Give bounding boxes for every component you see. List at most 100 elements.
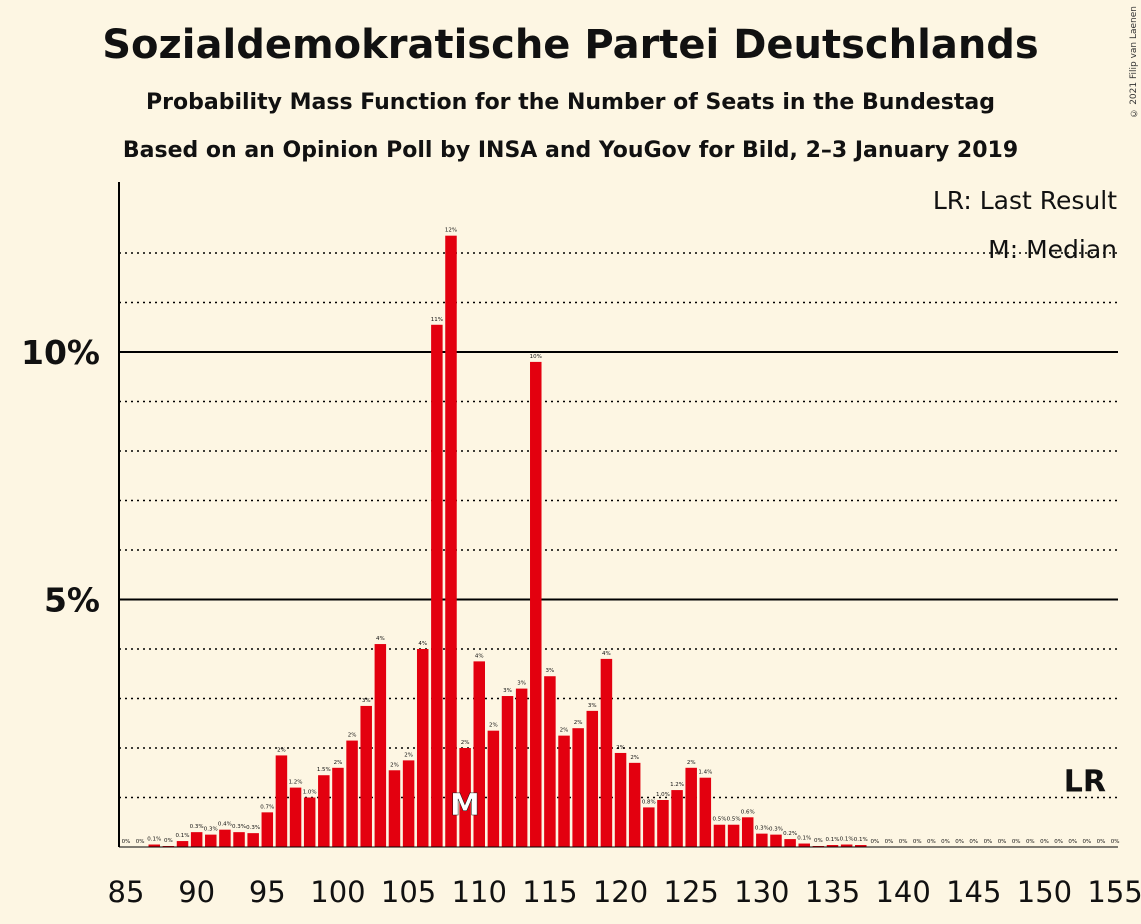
- x-tick-label: 105: [381, 875, 436, 909]
- bar-label-110: 4%: [475, 653, 484, 659]
- bar-92: [219, 829, 231, 847]
- x-tick-label: 145: [946, 875, 1001, 909]
- bar-124: [671, 790, 683, 847]
- bar-102: [360, 705, 372, 847]
- bar-label-147: 0%: [998, 839, 1007, 845]
- bar-114: [530, 361, 542, 847]
- bar-94: [247, 833, 259, 847]
- bar-96: [275, 755, 288, 847]
- bar-100: [332, 767, 344, 847]
- x-tick-label: 150: [1017, 875, 1072, 909]
- bar-label-91: 0.3%: [204, 827, 218, 833]
- bar-label-114: 10%: [530, 354, 542, 360]
- x-tick-label: 125: [664, 875, 719, 909]
- bar-label-143: 0%: [941, 839, 950, 845]
- bar-label-99: 1.5%: [317, 767, 331, 773]
- bar-120: [614, 752, 627, 847]
- legend-last-result: LR: Last Result: [933, 186, 1117, 215]
- x-tick-label: 115: [522, 875, 577, 909]
- bar-label-122: 0.8%: [642, 799, 656, 805]
- bar-label-146: 0%: [984, 839, 993, 845]
- bar-label-130: 0.3%: [755, 826, 769, 832]
- bar-91: [205, 834, 217, 847]
- bar-90: [190, 832, 203, 847]
- bar-label-126: 1.4%: [698, 770, 712, 776]
- x-tick-label: 85: [108, 875, 145, 909]
- bar-89: [176, 841, 189, 847]
- chart-subtitle: Probability Mass Function for the Number…: [146, 90, 995, 115]
- bar-label-144: 0%: [955, 839, 964, 845]
- bar-label-98: 1.0%: [303, 790, 317, 796]
- bar-label-115: 3%: [546, 668, 555, 674]
- y-tick-label: 10%: [21, 333, 100, 372]
- bar-label-93: 0.3%: [232, 824, 246, 830]
- bar-label-152: 0%: [1068, 839, 1077, 845]
- bar-label-101: 2%: [348, 733, 357, 739]
- bar-label-129: 0.6%: [741, 809, 755, 815]
- bar-label-123: 1.0%: [656, 792, 670, 798]
- bar-label-95: 0.7%: [260, 804, 274, 810]
- bar-122: [643, 807, 655, 847]
- bar-126: [699, 777, 712, 847]
- median-marker: M: [450, 788, 480, 823]
- bar-label-150: 0%: [1040, 839, 1049, 845]
- bar-label-134: 0%: [814, 838, 823, 844]
- x-tick-label: 100: [310, 875, 365, 909]
- chart-subtitle-source: Based on an Opinion Poll by INSA and You…: [122, 138, 1019, 163]
- bar-label-121: 2%: [630, 755, 639, 761]
- bar-113: [515, 688, 528, 847]
- x-tick-label: 135: [805, 875, 860, 909]
- x-tick-label: 140: [875, 875, 930, 909]
- bar-99: [318, 775, 330, 847]
- bar-98: [303, 797, 316, 847]
- bar-103: [374, 644, 387, 847]
- bar-label-94: 0.3%: [246, 825, 260, 831]
- bar-label-133: 0.1%: [797, 836, 811, 842]
- bar-label-128: 0.5%: [727, 817, 741, 823]
- bar-label-116: 2%: [560, 728, 569, 734]
- bar-117: [572, 728, 584, 847]
- bar-95: [261, 812, 274, 847]
- bar-111: [487, 730, 500, 847]
- bar-135: [826, 845, 839, 847]
- bar-label-155: 0%: [1111, 839, 1120, 845]
- bar-137: [855, 845, 867, 847]
- bar-label-89: 0.1%: [176, 833, 190, 839]
- bar-label-108: 12%: [445, 228, 457, 234]
- bar-132: [784, 839, 796, 847]
- bar-116: [558, 735, 570, 847]
- bar-label-139: 0%: [885, 839, 894, 845]
- bar-label-132: 0.2%: [783, 831, 797, 837]
- bar-label-149: 0%: [1026, 839, 1035, 845]
- bar-label-127: 0.5%: [712, 817, 726, 823]
- bar-109: [459, 748, 471, 847]
- x-tick-label: 130: [734, 875, 789, 909]
- bar-label-145: 0%: [969, 839, 978, 845]
- bar-106: [416, 649, 429, 847]
- bar-label-120: 2%: [616, 745, 625, 751]
- bar-128: [727, 824, 740, 847]
- bar-133: [798, 843, 810, 847]
- grid-lines: [119, 252, 1118, 799]
- bar-110: [473, 661, 485, 847]
- x-tick-label: 155: [1087, 875, 1141, 909]
- bar-104: [388, 770, 401, 847]
- bar-label-137: 0.1%: [854, 837, 868, 843]
- bar-label-118: 3%: [588, 703, 597, 709]
- bar-118: [586, 710, 599, 847]
- x-tick-label: 90: [178, 875, 215, 909]
- bar-97: [289, 787, 302, 847]
- bar-136: [840, 844, 853, 847]
- bar-101: [346, 740, 358, 847]
- bar-label-85: 0%: [122, 839, 131, 845]
- chart-title: Sozialdemokratische Partei Deutschlands: [102, 22, 1039, 68]
- bar-label-112: 3%: [503, 688, 512, 694]
- last-result-marker: LR: [1064, 765, 1106, 800]
- axes-group: 5% 10% 85 90 95 100 105 110 115 120 125 130 135 140 14…: [21, 182, 1141, 909]
- bar-label-111: 2%: [489, 723, 498, 729]
- bar-125: [685, 767, 697, 847]
- y-tick-label: 5%: [44, 581, 100, 620]
- bar-label-142: 0%: [927, 839, 936, 845]
- bar-label-154: 0%: [1097, 839, 1106, 845]
